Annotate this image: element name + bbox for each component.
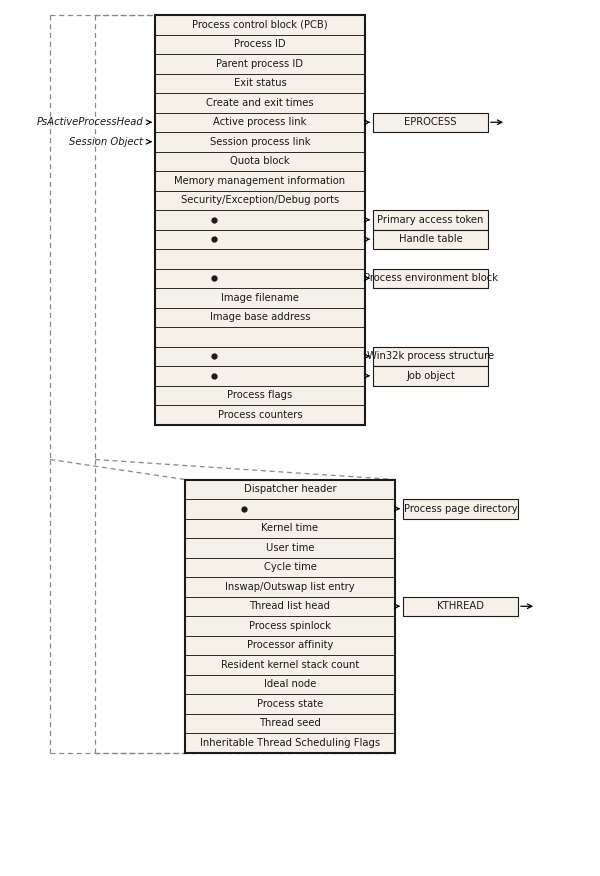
Bar: [185, 635, 395, 655]
Bar: [155, 269, 365, 288]
Text: Session process link: Session process link: [210, 137, 310, 147]
Bar: [185, 713, 395, 733]
Bar: [155, 15, 365, 34]
Bar: [155, 347, 365, 366]
Bar: [185, 479, 395, 752]
Text: Inswap/Outswap list entry: Inswap/Outswap list entry: [225, 582, 355, 592]
Bar: [185, 597, 395, 616]
Text: Process page directory: Process page directory: [404, 504, 517, 513]
Text: Cycle time: Cycle time: [263, 562, 316, 572]
Text: Process counters: Process counters: [218, 410, 302, 420]
Bar: [185, 694, 395, 713]
Bar: [155, 190, 365, 210]
Bar: [373, 366, 488, 385]
Text: Active process link: Active process link: [214, 117, 307, 127]
Bar: [403, 597, 518, 616]
Text: Processor affinity: Processor affinity: [247, 640, 333, 650]
Text: Memory management information: Memory management information: [175, 176, 346, 186]
Bar: [373, 347, 488, 366]
Text: Exit status: Exit status: [233, 78, 286, 88]
Bar: [185, 675, 395, 694]
Text: Inheritable Thread Scheduling Flags: Inheritable Thread Scheduling Flags: [200, 738, 380, 748]
Bar: [185, 577, 395, 597]
Text: Ideal node: Ideal node: [264, 679, 316, 689]
Bar: [155, 327, 365, 347]
Text: PsActiveProcessHead: PsActiveProcessHead: [36, 117, 143, 127]
Bar: [155, 230, 365, 249]
Text: Thread list head: Thread list head: [250, 601, 331, 611]
Text: Process flags: Process flags: [227, 390, 293, 400]
Text: Dispatcher header: Dispatcher header: [244, 484, 337, 494]
Bar: [155, 93, 365, 112]
Text: Process spinlock: Process spinlock: [249, 621, 331, 631]
Bar: [155, 112, 365, 132]
Bar: [155, 307, 365, 327]
Text: Process environment block: Process environment block: [364, 273, 497, 283]
Bar: [155, 171, 365, 190]
Bar: [185, 499, 395, 519]
Text: KTHREAD: KTHREAD: [437, 601, 484, 611]
Bar: [155, 385, 365, 405]
Text: Thread seed: Thread seed: [259, 718, 321, 728]
Text: Process ID: Process ID: [234, 39, 286, 49]
Bar: [185, 616, 395, 635]
Bar: [155, 54, 365, 74]
Text: EPROCESS: EPROCESS: [404, 117, 457, 127]
Text: Image filename: Image filename: [221, 293, 299, 303]
Text: Process state: Process state: [257, 699, 323, 709]
Text: Process control block (PCB): Process control block (PCB): [192, 20, 328, 30]
Text: Win32k process structure: Win32k process structure: [367, 351, 494, 361]
Bar: [155, 210, 365, 230]
Bar: [155, 132, 365, 152]
Bar: [373, 230, 488, 249]
Bar: [185, 733, 395, 752]
Text: Parent process ID: Parent process ID: [217, 59, 304, 68]
Bar: [155, 152, 365, 171]
Bar: [155, 405, 365, 425]
Text: Session Object: Session Object: [69, 137, 143, 147]
Bar: [155, 288, 365, 307]
Text: Primary access token: Primary access token: [377, 215, 484, 225]
Bar: [185, 557, 395, 577]
Bar: [185, 655, 395, 675]
Bar: [373, 210, 488, 230]
Bar: [185, 538, 395, 557]
Bar: [155, 34, 365, 54]
Bar: [373, 269, 488, 288]
Bar: [185, 519, 395, 538]
Text: Quota block: Quota block: [230, 156, 290, 166]
Text: Resident kernel stack count: Resident kernel stack count: [221, 660, 359, 670]
Bar: [155, 15, 365, 425]
Text: Handle table: Handle table: [398, 234, 463, 244]
Bar: [155, 366, 365, 385]
Text: Create and exit times: Create and exit times: [206, 98, 314, 108]
Bar: [155, 249, 365, 269]
Text: User time: User time: [266, 543, 314, 553]
Bar: [403, 499, 518, 519]
Text: Security/Exception/Debug ports: Security/Exception/Debug ports: [181, 195, 339, 205]
Bar: [373, 112, 488, 132]
Bar: [185, 479, 395, 499]
Bar: [155, 74, 365, 93]
Text: Image base address: Image base address: [210, 312, 310, 322]
Text: Kernel time: Kernel time: [262, 523, 319, 533]
Text: Job object: Job object: [406, 371, 455, 381]
